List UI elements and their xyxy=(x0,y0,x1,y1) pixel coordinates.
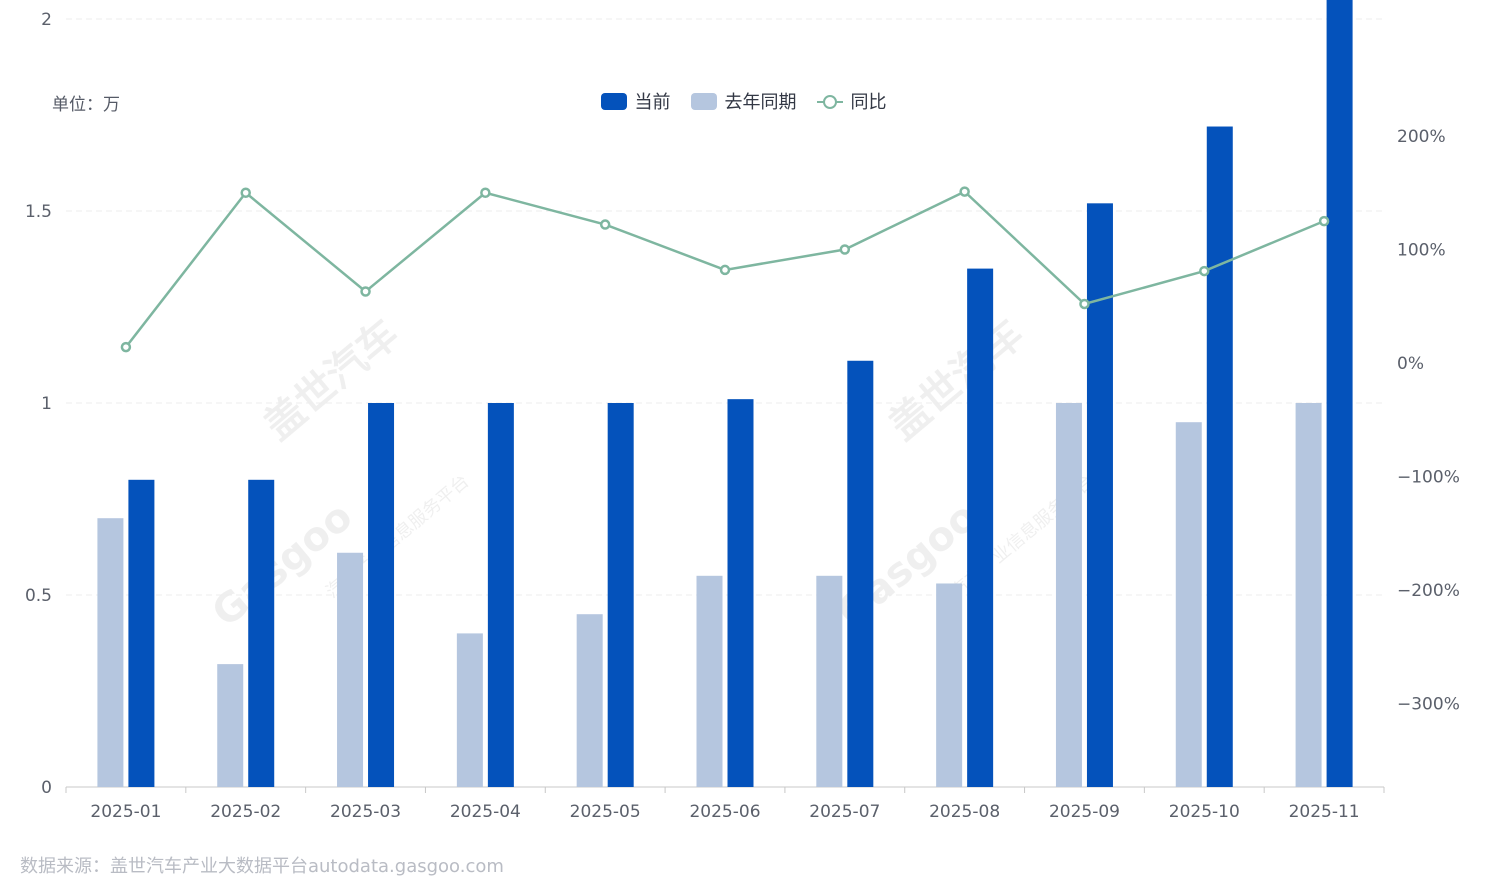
yoy-point xyxy=(360,286,371,297)
legend-label-last-year: 去年同期 xyxy=(724,92,797,113)
legend-item-current[interactable]: 当前 xyxy=(600,88,671,114)
bar-last-year xyxy=(576,614,603,787)
bar-last-year xyxy=(936,583,963,787)
y-right-tick-label: −200% xyxy=(1397,581,1460,601)
x-tick-label: 2025-06 xyxy=(689,802,760,822)
bar-last-year xyxy=(1055,403,1082,787)
y-right-tick-label: 0% xyxy=(1397,354,1424,374)
bar-last-year xyxy=(1295,403,1322,787)
bar-last-year xyxy=(337,552,364,787)
data-source-footer: 数据来源：盖世汽车产业大数据平台autodata.gasgoo.com xyxy=(20,856,504,877)
yoy-point xyxy=(1199,265,1210,277)
legend-label-yoy: 同比 xyxy=(850,92,887,113)
unit-label: 单位：万 xyxy=(52,95,120,115)
bar-last-year xyxy=(456,633,483,787)
bar-current xyxy=(487,403,514,787)
yoy-point xyxy=(599,219,611,230)
x-tick-label: 2025-01 xyxy=(90,802,161,822)
y-left-tick-label: 1.5 xyxy=(25,202,52,222)
x-tick-label: 2025-05 xyxy=(570,802,641,822)
legend-swatch-current xyxy=(600,92,627,110)
bar-current xyxy=(967,268,994,788)
legend-item-yoy[interactable]: 同比 xyxy=(816,88,887,114)
bar-current xyxy=(368,403,395,787)
y-right-tick-label: −300% xyxy=(1397,695,1460,715)
y-right-tick-label: 200% xyxy=(1397,127,1446,147)
bar-current xyxy=(727,399,754,787)
bar-last-year xyxy=(97,518,124,787)
bar-current xyxy=(128,479,155,787)
x-tick-label: 2025-04 xyxy=(450,802,521,822)
yoy-point xyxy=(839,244,851,255)
bar-last-year xyxy=(1175,422,1202,787)
bar-current xyxy=(1206,126,1233,787)
yoy-point xyxy=(1079,298,1090,310)
yoy-point xyxy=(959,186,970,197)
x-tick-label: 2025-10 xyxy=(1169,802,1240,822)
bar-current xyxy=(1326,0,1353,787)
y-right-tick-label: 100% xyxy=(1397,241,1446,261)
bar-current xyxy=(1086,203,1113,787)
legend-swatch-last-year xyxy=(690,92,717,110)
bar-current xyxy=(248,479,275,787)
x-tick-label: 2025-02 xyxy=(210,802,281,822)
legend-item-last-year[interactable]: 去年同期 xyxy=(690,88,797,114)
yoy-point xyxy=(480,187,491,198)
bar-last-year xyxy=(696,575,723,787)
y-left-tick-label: 0 xyxy=(41,778,52,798)
y-left-tick-label: 0.5 xyxy=(25,586,52,606)
legend: 当前 去年同期 同比 xyxy=(0,88,1487,114)
yoy-point xyxy=(1318,215,1330,227)
bar-current xyxy=(847,360,874,787)
bar-last-year xyxy=(217,664,244,787)
bar-last-year xyxy=(816,575,843,787)
bar-current xyxy=(607,403,634,787)
yoy-point xyxy=(240,187,251,198)
y-right-tick-label: −100% xyxy=(1397,468,1460,488)
x-tick-label: 2025-03 xyxy=(330,802,401,822)
x-tick-label: 2025-11 xyxy=(1289,802,1360,822)
x-tick-label: 2025-07 xyxy=(809,802,880,822)
yoy-point xyxy=(719,264,731,276)
legend-swatch-yoy xyxy=(816,93,843,110)
legend-label-current: 当前 xyxy=(634,92,671,113)
x-tick-label: 2025-09 xyxy=(1049,802,1120,822)
x-tick-label: 2025-08 xyxy=(929,802,1000,822)
y-left-tick-label: 2 xyxy=(41,10,52,30)
yoy-point xyxy=(120,341,132,353)
y-left-tick-label: 1 xyxy=(41,394,52,414)
watermark-cn: 盖世汽车 xyxy=(881,311,1033,449)
